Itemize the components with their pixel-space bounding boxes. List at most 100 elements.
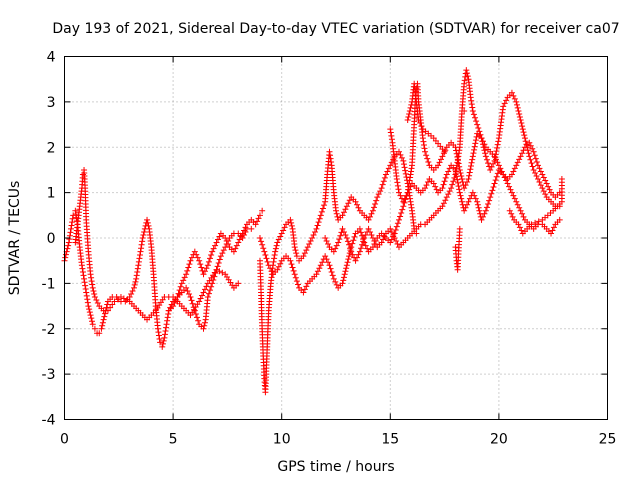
data-point-interp bbox=[466, 172, 473, 179]
data-point-interp bbox=[198, 264, 205, 271]
data-point-interp bbox=[381, 233, 388, 240]
data-point bbox=[326, 148, 333, 155]
data-point bbox=[343, 203, 350, 210]
data-point-interp bbox=[488, 163, 495, 170]
data-point-interp bbox=[523, 141, 530, 148]
data-point-interp bbox=[406, 110, 413, 117]
data-point bbox=[508, 189, 515, 196]
data-point bbox=[439, 153, 446, 160]
data-point-interp bbox=[79, 265, 86, 272]
data-point-interp bbox=[164, 317, 171, 324]
data-point-interp bbox=[380, 178, 387, 185]
data-point-interp bbox=[195, 317, 202, 324]
y-tick-label: -1 bbox=[42, 276, 56, 292]
data-point bbox=[293, 253, 300, 260]
data-point bbox=[491, 180, 498, 187]
data-point bbox=[98, 325, 105, 332]
data-point bbox=[339, 280, 346, 287]
data-point bbox=[469, 189, 476, 196]
data-point-interp bbox=[399, 206, 406, 213]
data-point-interp bbox=[288, 261, 295, 268]
data-point-interp bbox=[128, 290, 135, 297]
data-point-interp bbox=[104, 301, 111, 308]
data-point bbox=[461, 80, 468, 87]
data-point-interp bbox=[316, 215, 323, 222]
data-point-interp bbox=[394, 241, 401, 248]
data-point bbox=[72, 207, 79, 214]
data-point-interp bbox=[473, 118, 480, 125]
data-point-interp bbox=[516, 114, 523, 120]
data-point bbox=[508, 171, 515, 178]
data-point-interp bbox=[91, 290, 98, 297]
data-point-interp bbox=[214, 236, 221, 243]
data-point-interp bbox=[458, 198, 465, 205]
data-point-interp bbox=[420, 141, 427, 148]
data-point-interp bbox=[472, 140, 479, 147]
data-point-interp bbox=[440, 200, 447, 207]
data-point-interp bbox=[462, 204, 469, 211]
data-point-interp bbox=[537, 182, 544, 189]
data-point bbox=[313, 225, 320, 232]
data-point-interp bbox=[293, 250, 300, 257]
data-point bbox=[456, 189, 463, 196]
data-point bbox=[469, 153, 476, 160]
data-point-interp bbox=[392, 227, 399, 234]
data-point-interp bbox=[520, 129, 527, 136]
data-point-interp bbox=[509, 213, 516, 220]
data-point-interp bbox=[319, 205, 326, 212]
data-point-interp bbox=[340, 209, 347, 216]
data-point-interp bbox=[524, 147, 531, 154]
data-point-interp bbox=[292, 274, 299, 281]
data-point-interp bbox=[207, 287, 214, 294]
data-point-interp bbox=[114, 296, 121, 303]
data-point bbox=[256, 235, 263, 241]
data-point-interp bbox=[328, 158, 335, 165]
data-point-interp bbox=[450, 178, 457, 185]
data-point-interp bbox=[446, 165, 453, 172]
data-point-interp bbox=[216, 233, 223, 240]
data-point-interp bbox=[472, 195, 479, 202]
data-point-interp bbox=[514, 201, 521, 208]
data-point-interp bbox=[86, 306, 93, 313]
data-point-interp bbox=[194, 254, 201, 261]
data-point-interp bbox=[201, 322, 208, 329]
data-point-interp bbox=[493, 148, 500, 155]
data-point bbox=[239, 230, 246, 237]
data-point-interp bbox=[492, 154, 499, 161]
data-point-interp bbox=[201, 319, 208, 326]
data-point-interp bbox=[332, 245, 339, 252]
data-point bbox=[467, 94, 474, 101]
data-point bbox=[274, 239, 281, 246]
data-point-interp bbox=[271, 252, 278, 259]
data-point-interp bbox=[528, 160, 535, 167]
data-point-interp bbox=[518, 120, 525, 127]
data-point bbox=[356, 225, 363, 232]
data-point bbox=[495, 162, 502, 169]
data-point-interp bbox=[533, 158, 540, 165]
data-point-interp bbox=[288, 219, 295, 226]
data-point-interp bbox=[316, 265, 323, 272]
data-point-interp bbox=[379, 181, 386, 188]
data-point bbox=[200, 325, 207, 332]
data-point bbox=[422, 148, 429, 155]
data-point-interp bbox=[398, 210, 405, 217]
data-point-interp bbox=[342, 268, 349, 275]
data-point bbox=[430, 180, 437, 187]
data-point-interp bbox=[533, 172, 540, 179]
data-point-interp bbox=[68, 222, 75, 229]
data-point-interp bbox=[255, 215, 262, 222]
data-point-interp bbox=[323, 256, 330, 263]
data-point-interp bbox=[203, 265, 210, 272]
data-point-interp bbox=[180, 277, 187, 284]
data-point-interp bbox=[493, 173, 500, 180]
data-point-interp bbox=[72, 211, 79, 218]
data-point bbox=[159, 343, 166, 350]
data-point bbox=[100, 316, 107, 323]
data-point-interp bbox=[275, 236, 282, 243]
data-point bbox=[517, 207, 524, 214]
data-point-interp bbox=[65, 242, 72, 249]
data-point bbox=[174, 293, 181, 300]
data-point-interp bbox=[349, 240, 356, 247]
data-point-interp bbox=[90, 287, 97, 294]
